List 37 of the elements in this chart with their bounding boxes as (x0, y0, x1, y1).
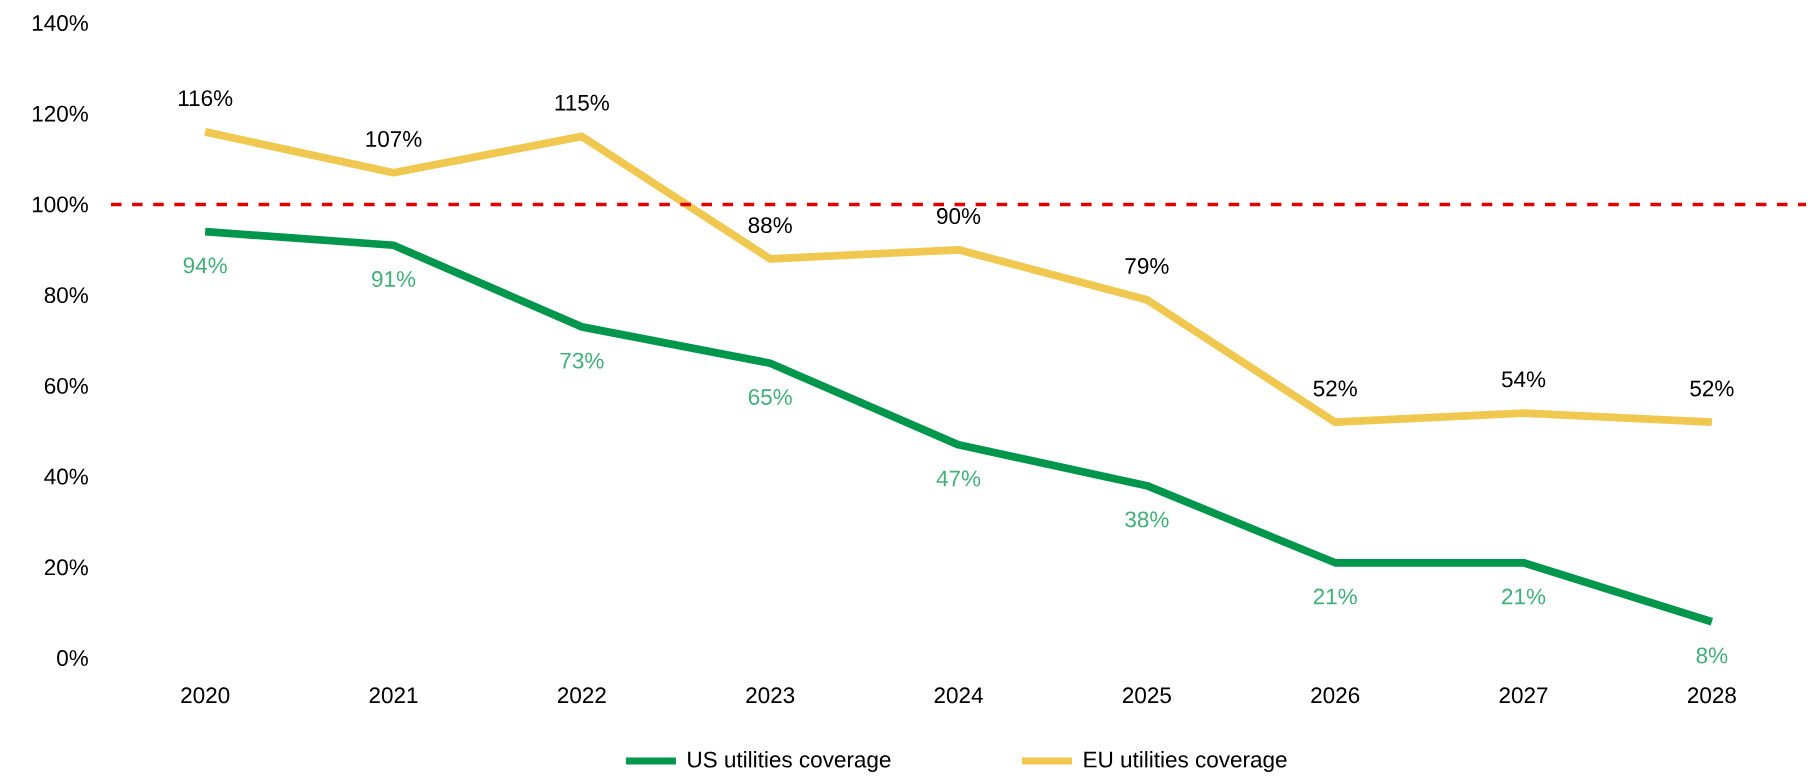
legend-label: EU utilities coverage (1084, 751, 1287, 773)
x-tick-label: 2023 (746, 687, 795, 704)
y-tick-label: 80% (44, 287, 88, 304)
data-label: 116% (178, 90, 233, 107)
data-label: 115% (555, 94, 609, 111)
data-label: 65% (748, 388, 792, 405)
x-tick-label: 2021 (369, 687, 418, 704)
x-tick-label: 2028 (1687, 687, 1736, 704)
data-label: 21% (1502, 588, 1546, 605)
data-label: 8% (1696, 647, 1728, 664)
y-tick-label: 120% (32, 105, 88, 122)
data-label: 91% (372, 271, 416, 287)
x-tick-label: 2027 (1499, 687, 1548, 704)
data-label: 38% (1125, 511, 1169, 528)
data-label: 52% (1313, 380, 1357, 397)
data-label: 94% (183, 257, 227, 274)
data-label: 73% (560, 352, 604, 369)
data-label: 52% (1690, 380, 1734, 397)
y-tick-label: 0% (57, 650, 88, 666)
data-label: 90% (937, 208, 981, 225)
y-tick-label: 140% (32, 15, 88, 31)
x-tick-label: 2022 (557, 687, 606, 704)
data-label: 54% (1501, 371, 1546, 388)
data-label: 79% (1125, 257, 1169, 274)
y-tick-label: 60% (44, 377, 88, 394)
data-label: 107% (366, 130, 422, 147)
x-tick-label: 2025 (1122, 687, 1171, 704)
y-tick-label: 20% (44, 559, 88, 576)
legend-label: US utilities coverage (688, 751, 891, 773)
x-tick-label: 2026 (1311, 687, 1360, 704)
data-label: 88% (748, 217, 792, 234)
y-tick-label: 100% (32, 196, 88, 213)
y-tick-label: 40% (44, 468, 88, 485)
x-tick-label: 2020 (181, 687, 230, 704)
data-label: 21% (1313, 588, 1357, 605)
x-tick-label: 2024 (934, 687, 983, 704)
data-label: 47% (936, 470, 981, 487)
